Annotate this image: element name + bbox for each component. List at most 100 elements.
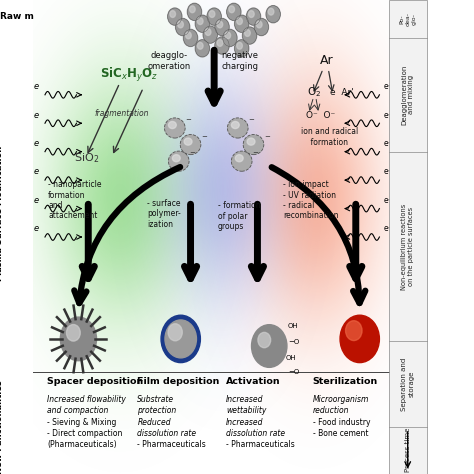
Circle shape bbox=[237, 42, 242, 49]
Text: Increased: Increased bbox=[226, 418, 264, 427]
Circle shape bbox=[215, 18, 229, 36]
Text: −: − bbox=[186, 117, 191, 123]
Text: - Bone cement: - Bone cement bbox=[312, 429, 368, 438]
Text: negative
charging: negative charging bbox=[221, 51, 258, 71]
Text: e⁻: e⁻ bbox=[384, 196, 393, 205]
Text: SiO$_2$: SiO$_2$ bbox=[74, 151, 100, 165]
Text: SiC$_x$H$_y$O$_z$: SiC$_x$H$_y$O$_z$ bbox=[100, 66, 158, 84]
Circle shape bbox=[186, 32, 191, 39]
Text: (Pharmaceuticals): (Pharmaceuticals) bbox=[47, 440, 117, 449]
Circle shape bbox=[340, 315, 379, 363]
Text: OH: OH bbox=[285, 355, 296, 361]
Circle shape bbox=[195, 40, 210, 57]
Circle shape bbox=[205, 28, 211, 36]
Text: e: e bbox=[33, 167, 38, 176]
Circle shape bbox=[248, 10, 254, 18]
Text: - nanoparticle
formation
and
attachement: - nanoparticle formation and attachement bbox=[48, 180, 101, 220]
Text: e⁻: e⁻ bbox=[384, 139, 393, 148]
Circle shape bbox=[168, 324, 182, 341]
Text: Spacer deposition: Spacer deposition bbox=[47, 377, 143, 386]
Text: Increased: Increased bbox=[226, 395, 264, 404]
Circle shape bbox=[217, 39, 223, 46]
Circle shape bbox=[215, 37, 229, 54]
Text: Non-equilibrium reactions
on the particle surfaces: Non-equilibrium reactions on the particl… bbox=[401, 203, 414, 290]
Text: −: − bbox=[264, 134, 270, 140]
Text: Increased flowability: Increased flowability bbox=[47, 395, 126, 404]
Circle shape bbox=[243, 27, 256, 44]
Text: Microorganism: Microorganism bbox=[312, 395, 369, 404]
Circle shape bbox=[246, 8, 261, 25]
Circle shape bbox=[252, 325, 287, 367]
Text: Raw m: Raw m bbox=[0, 12, 34, 21]
Ellipse shape bbox=[247, 138, 255, 145]
Text: Reduced: Reduced bbox=[137, 418, 171, 427]
Text: e  Ar': e Ar' bbox=[330, 88, 354, 97]
Text: e⁻: e⁻ bbox=[384, 82, 393, 91]
Circle shape bbox=[225, 32, 230, 39]
Circle shape bbox=[266, 6, 280, 23]
Text: e⁻: e⁻ bbox=[384, 167, 393, 176]
Text: wettability: wettability bbox=[226, 406, 266, 415]
Text: e⁻: e⁻ bbox=[384, 224, 393, 233]
Text: Po-
dea-
glo-: Po- dea- glo- bbox=[400, 12, 416, 26]
Circle shape bbox=[258, 332, 271, 348]
Circle shape bbox=[346, 321, 362, 341]
Text: e: e bbox=[33, 196, 38, 205]
Circle shape bbox=[245, 29, 250, 36]
Text: and compaction: and compaction bbox=[47, 406, 109, 415]
Text: - Food industry: - Food industry bbox=[312, 418, 370, 427]
Text: O⁻  O⁻: O⁻ O⁻ bbox=[306, 111, 335, 120]
Text: −: − bbox=[201, 134, 207, 140]
Circle shape bbox=[223, 29, 237, 46]
Circle shape bbox=[161, 315, 201, 363]
Ellipse shape bbox=[228, 118, 247, 137]
Text: e: e bbox=[33, 139, 38, 148]
Text: Deagglomeration
and mixing: Deagglomeration and mixing bbox=[401, 64, 414, 125]
Ellipse shape bbox=[165, 118, 185, 137]
Circle shape bbox=[168, 8, 182, 25]
Ellipse shape bbox=[169, 152, 189, 171]
Text: dissolution rate: dissolution rate bbox=[137, 429, 197, 438]
Text: Substrate: Substrate bbox=[137, 395, 174, 404]
Text: −: − bbox=[190, 150, 195, 156]
Text: deagglo-
omeration: deagglo- omeration bbox=[147, 51, 191, 71]
Circle shape bbox=[209, 10, 215, 18]
Circle shape bbox=[170, 10, 175, 18]
Text: −O: −O bbox=[289, 339, 300, 345]
Circle shape bbox=[235, 15, 249, 32]
Circle shape bbox=[165, 320, 196, 358]
Ellipse shape bbox=[168, 121, 176, 128]
Ellipse shape bbox=[181, 135, 201, 154]
Text: Activation: Activation bbox=[226, 377, 281, 386]
Text: e: e bbox=[33, 110, 38, 119]
Circle shape bbox=[254, 18, 268, 36]
Text: - Pharmaceuticals: - Pharmaceuticals bbox=[226, 440, 295, 449]
Text: ion and radical
    formation: ion and radical formation bbox=[301, 127, 359, 146]
Text: OH: OH bbox=[288, 323, 299, 329]
Text: - formation
of polar
groups: - formation of polar groups bbox=[218, 201, 261, 231]
Text: dissolution rate: dissolution rate bbox=[226, 429, 285, 438]
Circle shape bbox=[66, 325, 80, 341]
Ellipse shape bbox=[235, 155, 243, 162]
Text: - Pharmaceuticals: - Pharmaceuticals bbox=[137, 440, 206, 449]
Circle shape bbox=[190, 6, 195, 13]
Text: −: − bbox=[253, 150, 258, 156]
Circle shape bbox=[229, 6, 235, 13]
Text: Ar: Ar bbox=[319, 54, 333, 67]
Text: e: e bbox=[33, 224, 38, 233]
Text: New Functionalities: New Functionalities bbox=[0, 380, 4, 474]
Circle shape bbox=[237, 18, 242, 25]
Text: - Sieving & Mixing: - Sieving & Mixing bbox=[47, 418, 116, 427]
Text: Process time: Process time bbox=[405, 428, 411, 473]
Circle shape bbox=[183, 29, 198, 46]
Text: reduction: reduction bbox=[312, 406, 349, 415]
Circle shape bbox=[217, 21, 223, 28]
Circle shape bbox=[178, 21, 183, 28]
Text: - ion impact
- UV radiation
- radical
recombination: - ion impact - UV radiation - radical re… bbox=[283, 180, 338, 220]
Ellipse shape bbox=[184, 138, 192, 145]
Circle shape bbox=[235, 40, 249, 57]
Text: e⁻: e⁻ bbox=[384, 110, 393, 119]
Text: - surface
polymer-
ization: - surface polymer- ization bbox=[147, 199, 181, 229]
Circle shape bbox=[256, 21, 262, 28]
Text: e: e bbox=[33, 82, 38, 91]
